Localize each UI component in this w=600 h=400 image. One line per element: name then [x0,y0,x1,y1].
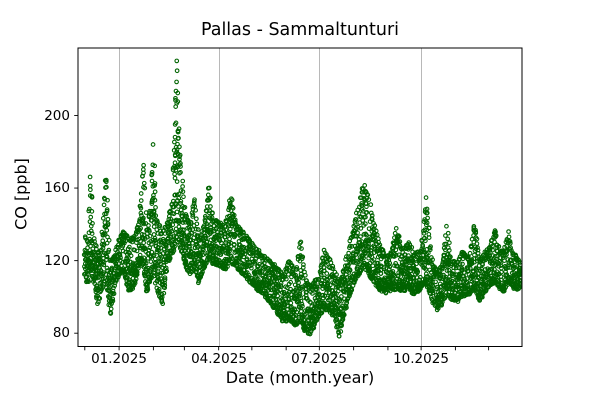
x-tick-label: 04.2025 [191,350,247,367]
x-tick-label: 10.2025 [393,350,449,367]
y-tick-label: 160 [44,180,70,196]
y-tick-label: 80 [52,325,70,341]
x-axis-label: Date (month.year) [225,368,375,387]
y-tick-label: 120 [44,252,70,269]
x-tick-label: 07.2025 [291,350,347,367]
chart-title: Pallas - Sammaltunturi [200,20,400,40]
y-tick-label: 200 [44,107,70,124]
x-tick-label: 01.2025 [91,350,147,367]
